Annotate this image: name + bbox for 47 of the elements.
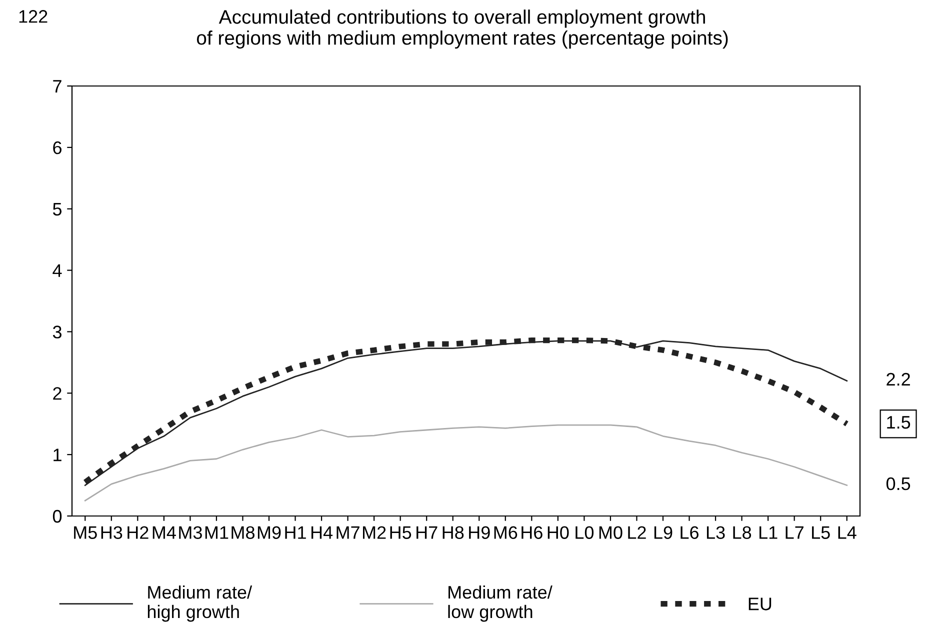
x-tick-label: L0 bbox=[576, 526, 594, 539]
x-tick-label: H0 bbox=[548, 526, 569, 539]
x-tick-label: H3 bbox=[101, 526, 122, 539]
line-series bbox=[84, 424, 848, 502]
x-tick-label: H5 bbox=[390, 526, 412, 539]
x-tick-label: M1 bbox=[205, 526, 228, 539]
x-tick-label: M8 bbox=[232, 526, 254, 539]
x-tick-label: L8 bbox=[733, 526, 752, 539]
annotation: 0.5 bbox=[886, 477, 910, 490]
x-tick-label: H6 bbox=[522, 526, 542, 539]
y-tick-label: 4 bbox=[52, 264, 62, 277]
annotation: 1.5 bbox=[887, 416, 910, 429]
y-tick-label: 3 bbox=[52, 326, 62, 338]
x-tick-label: L5 bbox=[812, 526, 830, 539]
x-tick-label: H4 bbox=[311, 526, 333, 539]
text: 122 bbox=[19, 10, 48, 23]
annotation: 2.2 bbox=[886, 372, 910, 386]
x-tick-label: L3 bbox=[706, 526, 725, 539]
x-tick-label: M9 bbox=[258, 526, 281, 539]
legend-label: EU bbox=[748, 598, 772, 610]
y-tick-label: 7 bbox=[53, 80, 62, 93]
x-tick-label: H2 bbox=[128, 526, 148, 539]
x-tick-label: L9 bbox=[654, 526, 672, 539]
x-tick-label: M5 bbox=[74, 526, 97, 539]
x-tick-label: L4 bbox=[838, 526, 856, 539]
x-tick-label: H1 bbox=[285, 526, 306, 539]
x-tick-label: L1 bbox=[760, 526, 778, 539]
x-tick-label: M6 bbox=[494, 526, 518, 539]
x-tick-label: H8 bbox=[442, 526, 464, 539]
chart-title: Accumulated contributions to overall employment growth of regions with medium employment rates (percentage points) bbox=[196, 10, 728, 49]
y-tick-label: 2 bbox=[53, 387, 62, 400]
y-tick-label: 1 bbox=[54, 448, 62, 462]
y-tick-label: 0 bbox=[52, 510, 62, 523]
x-tick-label: L2 bbox=[628, 526, 646, 539]
x-tick-label: L7 bbox=[786, 526, 804, 539]
y-tick-label: 6 bbox=[53, 141, 62, 154]
x-tick-label: M2 bbox=[363, 526, 386, 539]
x-tick-label: H7 bbox=[416, 526, 438, 539]
x-tick-label: M4 bbox=[152, 526, 176, 539]
x-tick-label: M0 bbox=[599, 526, 622, 539]
x-tick-label: L6 bbox=[680, 526, 699, 539]
x-tick-label: M3 bbox=[179, 526, 202, 539]
legend-label: Medium rate/ low growth bbox=[448, 585, 552, 622]
x-tick-label: H9 bbox=[469, 526, 490, 539]
legend-label: Medium rate/ high growth bbox=[148, 585, 252, 622]
x-tick-label: M7 bbox=[336, 526, 360, 539]
y-tick-label: 5 bbox=[52, 202, 62, 216]
